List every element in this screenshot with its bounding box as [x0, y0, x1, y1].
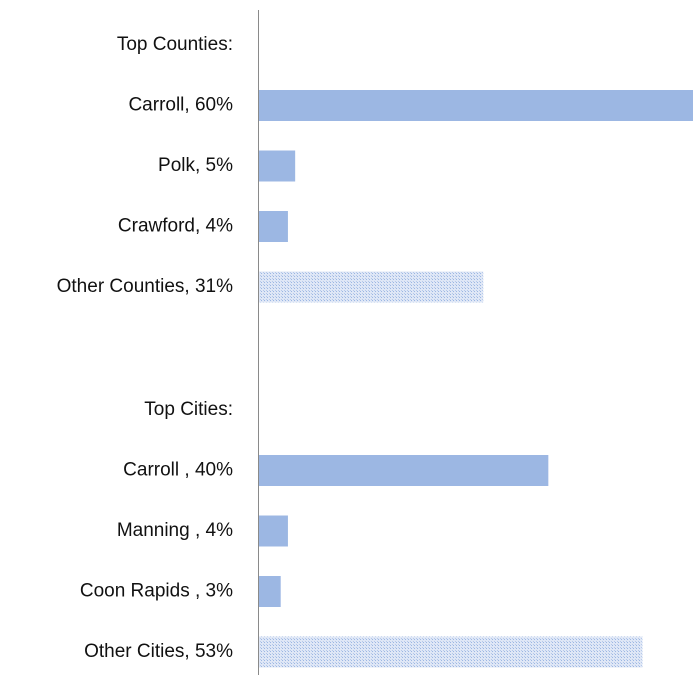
bar-label-carroll-40: Carroll , 40% — [123, 460, 233, 481]
bar-top-cities-carroll-40 — [259, 455, 549, 486]
bar-label-polk-5: Polk, 5% — [158, 155, 233, 176]
bar-label-other-cities-53: Other Cities, 53% — [84, 641, 233, 662]
bar-top-counties-crawford-4 — [259, 211, 288, 242]
bar-top-cities-manning-4 — [259, 515, 288, 547]
bar-top-counties-polk-5 — [259, 150, 296, 182]
bar-label-manning-4: Manning , 4% — [117, 520, 233, 541]
group-heading-top-counties: Top Counties: — [117, 34, 233, 55]
bar-top-cities-coon-rapids-3 — [259, 576, 281, 607]
bar-label-coon-rapids-3: Coon Rapids , 3% — [80, 581, 233, 602]
bars-layer — [259, 90, 693, 668]
labels-layer: Top Counties: Carroll, 60% Polk, 5% Crawfor… — [57, 34, 233, 662]
bar-label-crawford-4: Crawford, 4% — [118, 216, 233, 237]
bar-label-carroll-60: Carroll, 60% — [128, 95, 233, 116]
bar-top-cities-other-cities-53 — [259, 636, 643, 668]
bar-label-other-counties-31: Other Counties, 31% — [57, 276, 233, 297]
bar-top-counties-carroll-60 — [259, 90, 693, 121]
group-heading-top-cities: Top Cities: — [144, 399, 233, 420]
bar-top-counties-other-counties-31 — [259, 271, 484, 303]
